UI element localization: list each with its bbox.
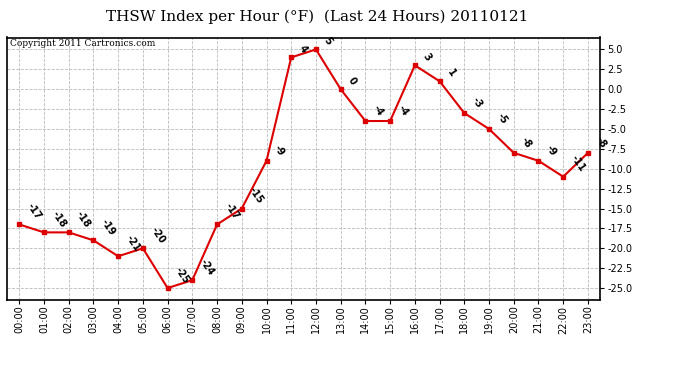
Text: 1: 1 <box>445 67 457 78</box>
Text: -18: -18 <box>75 209 92 230</box>
Text: -20: -20 <box>148 225 167 246</box>
Text: 3: 3 <box>420 51 433 63</box>
Text: -19: -19 <box>99 217 117 238</box>
Text: -11: -11 <box>569 154 587 174</box>
Text: -3: -3 <box>470 96 484 110</box>
Text: -21: -21 <box>124 233 142 254</box>
Text: -9: -9 <box>544 144 558 158</box>
Text: -17: -17 <box>25 202 43 222</box>
Text: -5: -5 <box>495 112 509 126</box>
Text: 4: 4 <box>297 44 309 55</box>
Text: 5: 5 <box>322 35 333 46</box>
Text: -17: -17 <box>223 202 241 222</box>
Text: -8: -8 <box>520 135 534 150</box>
Text: -8: -8 <box>593 135 608 150</box>
Text: 0: 0 <box>346 75 358 86</box>
Text: -9: -9 <box>272 144 286 158</box>
Text: -15: -15 <box>247 186 266 206</box>
Text: THSW Index per Hour (°F)  (Last 24 Hours) 20110121: THSW Index per Hour (°F) (Last 24 Hours)… <box>106 9 529 24</box>
Text: Copyright 2011 Cartronics.com: Copyright 2011 Cartronics.com <box>10 39 155 48</box>
Text: -4: -4 <box>395 104 410 118</box>
Text: -18: -18 <box>50 209 68 230</box>
Text: -24: -24 <box>198 257 216 278</box>
Text: -25: -25 <box>173 265 191 285</box>
Text: -4: -4 <box>371 104 385 118</box>
